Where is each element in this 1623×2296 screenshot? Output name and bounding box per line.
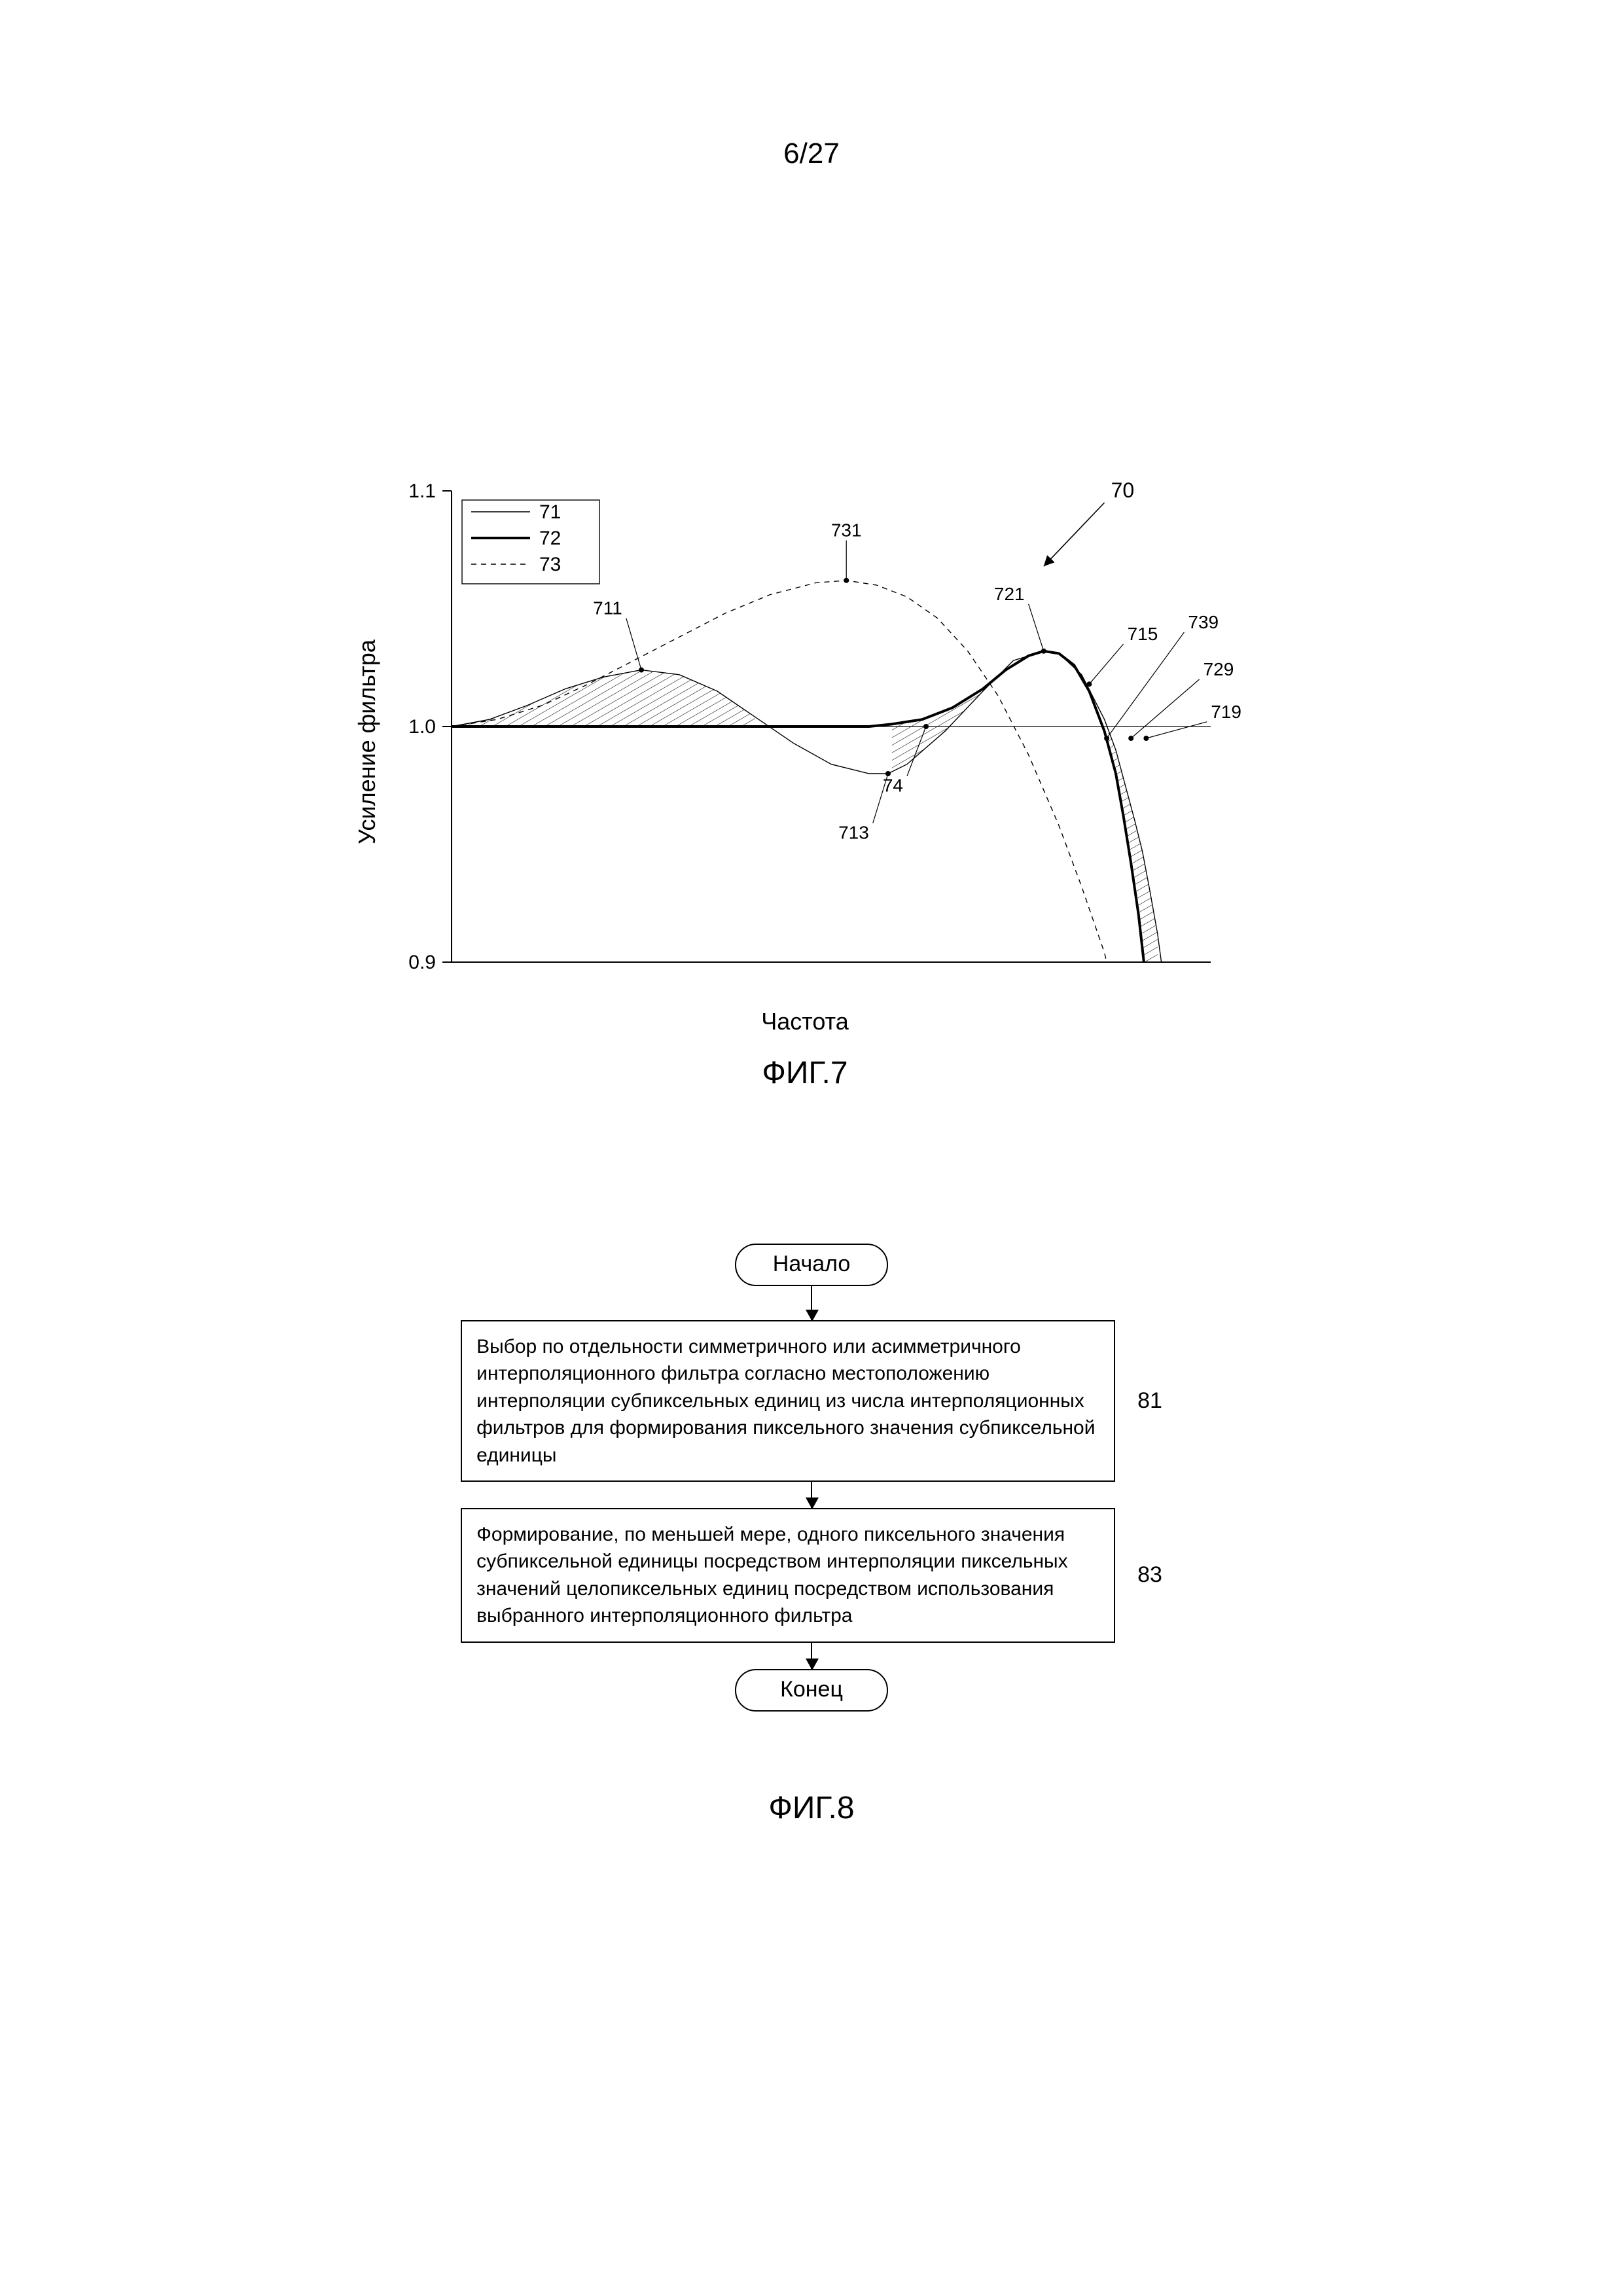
flow-step-83-label: 83 <box>1137 1562 1162 1588</box>
svg-text:715: 715 <box>1128 624 1158 644</box>
svg-text:70: 70 <box>1111 478 1135 502</box>
svg-text:731: 731 <box>831 520 862 541</box>
flow-connector <box>811 1482 812 1508</box>
page-number: 6/27 <box>0 137 1623 170</box>
svg-text:713: 713 <box>838 823 869 843</box>
flow-start: Начало <box>735 1244 888 1286</box>
svg-text:719: 719 <box>1211 702 1241 722</box>
fig7-caption: ФИГ.7 <box>360 1055 1250 1091</box>
flow-step-81-label: 81 <box>1137 1388 1162 1414</box>
figure-7: Усиление фильтра 0.91.01.171171373172171… <box>360 478 1250 1091</box>
flow-step-83: Формирование, по меньшей мере, одного пи… <box>461 1508 1115 1643</box>
svg-text:72: 72 <box>539 528 561 549</box>
svg-text:729: 729 <box>1204 659 1234 679</box>
fig7-xlabel: Частота <box>360 1008 1250 1035</box>
flow-step-81-row: Выбор по отдельности симметричного или а… <box>399 1320 1224 1482</box>
fig7-ylabel: Усиление фильтра <box>353 639 381 844</box>
flow-end: Конец <box>735 1669 888 1712</box>
svg-text:1.0: 1.0 <box>408 716 436 738</box>
flow-connector <box>811 1643 812 1669</box>
fig7-chart: 0.9 1.0 1.1 711 713 731 721 715 74 739 729 719 70 71 7… <box>360 478 1250 1001</box>
svg-text:73: 73 <box>539 554 561 575</box>
svg-text:71: 71 <box>539 501 561 523</box>
svg-text:739: 739 <box>1188 612 1219 632</box>
svg-text:721: 721 <box>994 584 1025 604</box>
flow-connector <box>811 1286 812 1320</box>
fig8-caption: ФИГ.8 <box>399 1790 1224 1826</box>
flow-step-81: Выбор по отдельности симметричного или а… <box>461 1320 1115 1482</box>
svg-text:1.1: 1.1 <box>408 480 436 502</box>
figure-8: Начало Выбор по отдельности симметричног… <box>399 1244 1224 1826</box>
flow-step-83-row: Формирование, по меньшей мере, одного пи… <box>399 1508 1224 1643</box>
svg-text:0.9: 0.9 <box>408 952 436 973</box>
svg-text:74: 74 <box>883 776 903 796</box>
svg-text:711: 711 <box>593 598 622 618</box>
